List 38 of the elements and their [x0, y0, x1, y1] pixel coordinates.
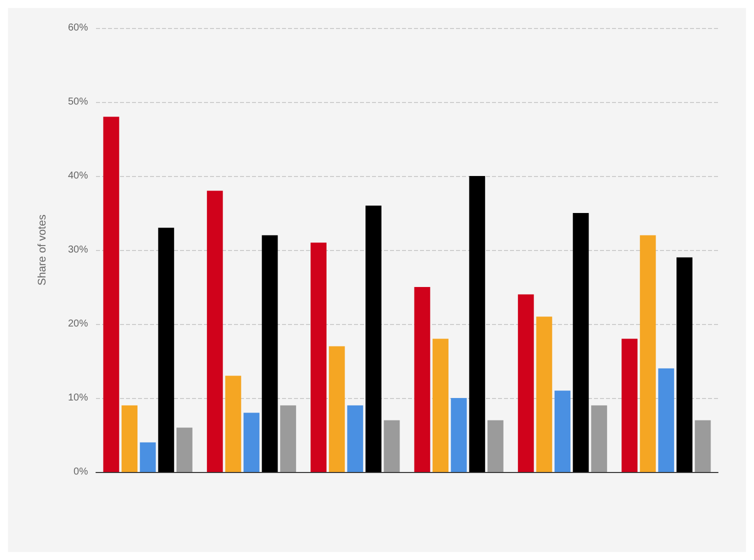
bar: [103, 116, 120, 472]
bar: [536, 316, 552, 472]
bar: [366, 206, 382, 472]
bar: [518, 294, 534, 472]
y-tick-label: 20%: [68, 318, 88, 330]
y-tick-label: 0%: [74, 466, 88, 478]
bar: [158, 228, 174, 472]
y-tick-label: 40%: [68, 170, 88, 182]
bar: [591, 405, 608, 472]
bar: [280, 405, 296, 472]
bar: [676, 257, 692, 472]
bar: [414, 287, 430, 472]
bar: [658, 368, 674, 472]
bar: [694, 420, 711, 472]
bar: [262, 235, 278, 472]
bar: [487, 420, 504, 472]
bar: [554, 390, 570, 472]
bar: [328, 346, 345, 472]
bar: [206, 190, 223, 472]
bar: [384, 420, 400, 472]
y-tick-label: 60%: [68, 22, 88, 34]
y-tick-label: 30%: [68, 244, 88, 256]
bar: [244, 412, 260, 472]
bar: [347, 405, 364, 472]
bar: [140, 442, 156, 472]
bar: [176, 428, 192, 472]
bar: [572, 213, 589, 472]
bar: [469, 176, 486, 472]
bar: [640, 235, 656, 472]
bar: [432, 338, 448, 472]
bar: [622, 338, 638, 472]
bar: [225, 376, 242, 472]
y-tick-label: 10%: [68, 392, 88, 404]
y-axis-title: Share of votes: [36, 214, 48, 286]
bar: [450, 398, 467, 472]
bar: [122, 405, 138, 472]
y-tick-label: 50%: [68, 96, 88, 108]
bar: [310, 242, 327, 472]
